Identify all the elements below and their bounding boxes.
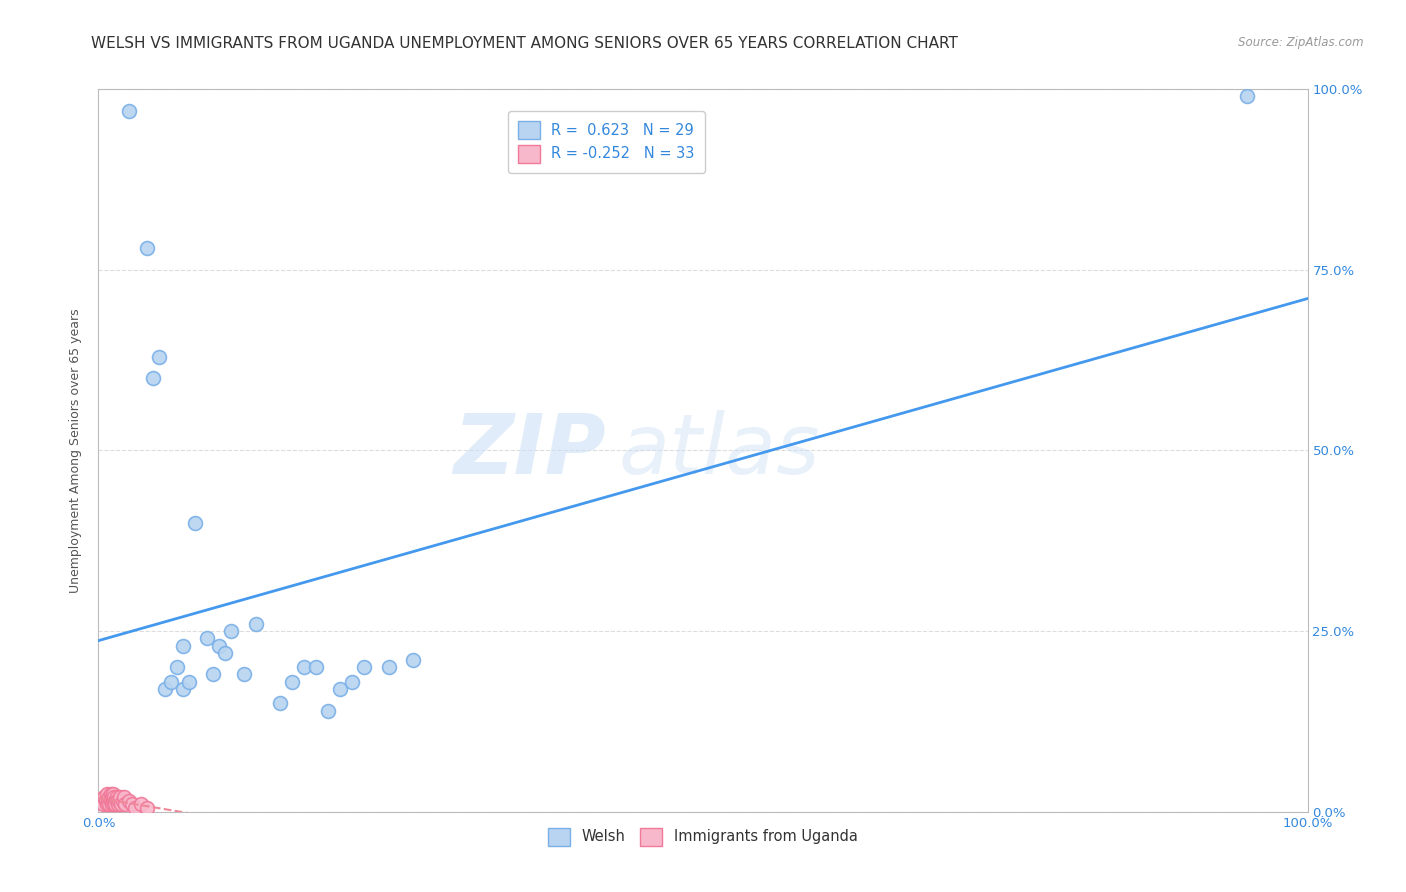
Point — [111, 794, 134, 808]
Point — [91, 797, 114, 812]
Point — [232, 667, 254, 681]
Point — [96, 797, 118, 812]
Text: atlas: atlas — [619, 410, 820, 491]
Point — [105, 790, 128, 805]
Point — [402, 653, 425, 667]
Point — [129, 797, 152, 812]
Point — [245, 616, 267, 631]
Point — [93, 790, 115, 805]
Point — [118, 794, 141, 808]
Point — [118, 103, 141, 118]
Point — [305, 660, 328, 674]
Point — [353, 660, 375, 674]
Point — [96, 787, 118, 801]
Point — [98, 797, 121, 812]
Point — [104, 794, 127, 808]
Point — [105, 794, 128, 808]
Point — [160, 674, 183, 689]
Point — [94, 794, 117, 808]
Point — [292, 660, 315, 674]
Point — [166, 660, 188, 674]
Point — [135, 241, 157, 255]
Point — [101, 787, 124, 801]
Point — [98, 790, 121, 805]
Point — [342, 674, 364, 689]
Point — [202, 667, 225, 681]
Point — [208, 639, 231, 653]
Point — [316, 704, 339, 718]
Point — [269, 696, 291, 710]
Point — [100, 790, 122, 805]
Point — [214, 646, 236, 660]
Point — [184, 516, 207, 530]
Point — [114, 797, 136, 812]
Point — [172, 681, 194, 696]
Point — [108, 794, 131, 808]
Legend: Welsh, Immigrants from Uganda: Welsh, Immigrants from Uganda — [543, 822, 863, 851]
Point — [172, 639, 194, 653]
Text: Source: ZipAtlas.com: Source: ZipAtlas.com — [1239, 36, 1364, 49]
Point — [104, 797, 127, 812]
Point — [121, 797, 143, 812]
Text: WELSH VS IMMIGRANTS FROM UGANDA UNEMPLOYMENT AMONG SENIORS OVER 65 YEARS CORRELA: WELSH VS IMMIGRANTS FROM UGANDA UNEMPLOY… — [91, 36, 959, 51]
Point — [112, 790, 135, 805]
Point — [101, 794, 124, 808]
Point — [135, 801, 157, 815]
Point — [91, 794, 114, 808]
Point — [153, 681, 176, 696]
Point — [221, 624, 243, 639]
Point — [103, 790, 125, 805]
Point — [124, 801, 146, 815]
Point — [100, 794, 122, 808]
Point — [142, 371, 165, 385]
Point — [329, 681, 352, 696]
Point — [100, 787, 122, 801]
Point — [377, 660, 399, 674]
Point — [103, 797, 125, 812]
Point — [97, 794, 120, 808]
Point — [195, 632, 218, 646]
Point — [281, 674, 304, 689]
Point — [179, 674, 201, 689]
Point — [148, 350, 170, 364]
Text: ZIP: ZIP — [454, 410, 606, 491]
Point — [110, 797, 132, 812]
Point — [107, 797, 129, 812]
Point — [108, 790, 131, 805]
Y-axis label: Unemployment Among Seniors over 65 years: Unemployment Among Seniors over 65 years — [69, 308, 83, 593]
Point — [100, 797, 122, 812]
Point — [1236, 89, 1258, 103]
